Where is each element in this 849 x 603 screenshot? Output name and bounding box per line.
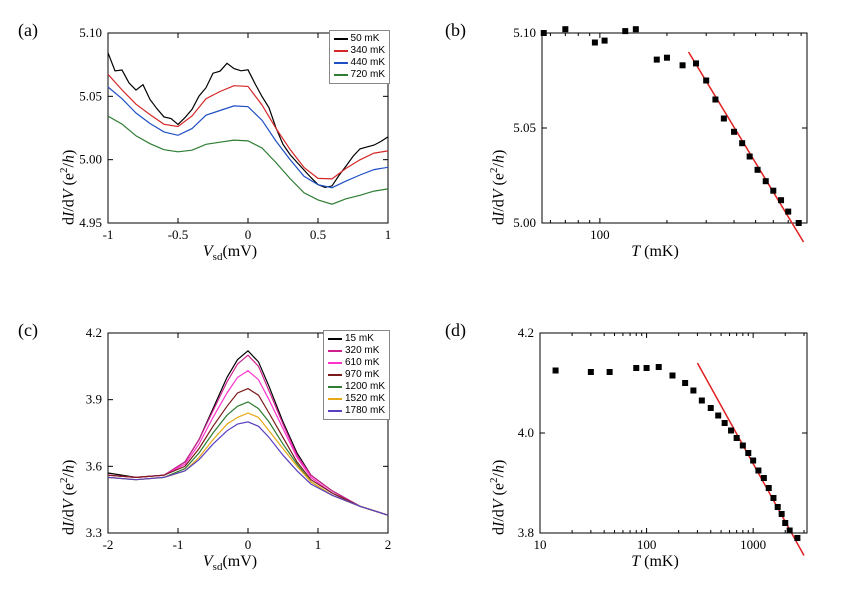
svg-text:5.10: 5.10 <box>79 25 102 40</box>
svg-text:0: 0 <box>245 537 252 552</box>
svg-text:2: 2 <box>385 537 392 552</box>
svg-text:10: 10 <box>534 537 547 552</box>
panel-label-d: (d) <box>445 320 466 341</box>
panel-d-xlabel: T (mK) <box>490 553 820 571</box>
svg-text:0: 0 <box>245 227 252 242</box>
svg-text:-0.5: -0.5 <box>168 227 189 242</box>
svg-text:-2: -2 <box>103 537 114 552</box>
panel-c-container: dI/dV (e2/h) 3.3 3.6 3.9 4.2 -2 -1 0 1 2 Vsd(mV)… <box>60 325 400 575</box>
panel-label-c: (c) <box>18 320 38 341</box>
panel-d-chart: 3.8 4.0 4.2 10 100 1000 <box>490 325 820 575</box>
svg-text:3.9: 3.9 <box>86 392 102 407</box>
panel-c-xlabel: Vsd(mV) <box>60 553 400 573</box>
panel-b-container: dI/dV (e2/h) 5.00 5.05 5.10 100 T (mK) <box>490 25 820 265</box>
svg-text:100: 100 <box>637 537 657 552</box>
panel-label-b: (b) <box>445 20 466 41</box>
svg-text:5.00: 5.00 <box>513 215 536 230</box>
svg-text:4.2: 4.2 <box>518 325 534 340</box>
svg-text:0.5: 0.5 <box>310 227 326 242</box>
svg-text:100: 100 <box>590 227 610 242</box>
svg-text:5.05: 5.05 <box>513 120 536 135</box>
panel-c-legend: 15 mK320 mK610 mK970 mK1200 mK1520 mK178… <box>323 330 390 420</box>
panel-d-container: dI/dV (e2/h) 3.8 4.0 4.2 10 100 1000 T (mK) <box>490 325 820 575</box>
panel-a-xlabel: Vsd(mV) <box>60 243 400 263</box>
panel-d-ylabel: dI/dV (e2/h) <box>488 460 508 535</box>
svg-text:-1: -1 <box>173 537 184 552</box>
svg-text:4.0: 4.0 <box>518 425 534 440</box>
panel-b-xlabel: T (mK) <box>490 243 820 261</box>
panel-label-a: (a) <box>18 20 38 41</box>
svg-text:5.00: 5.00 <box>79 152 102 167</box>
panel-c-ylabel: dI/dV (e2/h) <box>58 460 78 535</box>
panel-b-ylabel: dI/dV (e2/h) <box>488 150 508 225</box>
svg-text:1000: 1000 <box>740 537 766 552</box>
svg-text:3.8: 3.8 <box>518 525 534 540</box>
panel-a-legend: 50 mK340 mK440 mK720 mK <box>329 30 390 84</box>
panel-a-ylabel: dI/dV (e2/h) <box>58 150 78 225</box>
svg-text:3.3: 3.3 <box>86 525 102 540</box>
svg-text:3.6: 3.6 <box>86 458 103 473</box>
svg-text:4.2: 4.2 <box>86 325 102 340</box>
panel-a-container: dI/dV (e2/h) 4.95 5.00 5.05 5.10 -1 -0.5 0 0.5 1… <box>60 25 400 265</box>
svg-text:5.10: 5.10 <box>513 25 536 40</box>
panel-b-chart: 5.00 5.05 5.10 100 <box>490 25 820 265</box>
svg-text:-1: -1 <box>103 227 114 242</box>
svg-text:1: 1 <box>315 537 322 552</box>
svg-text:5.05: 5.05 <box>79 88 102 103</box>
svg-text:1: 1 <box>385 227 392 242</box>
svg-text:4.95: 4.95 <box>79 215 102 230</box>
